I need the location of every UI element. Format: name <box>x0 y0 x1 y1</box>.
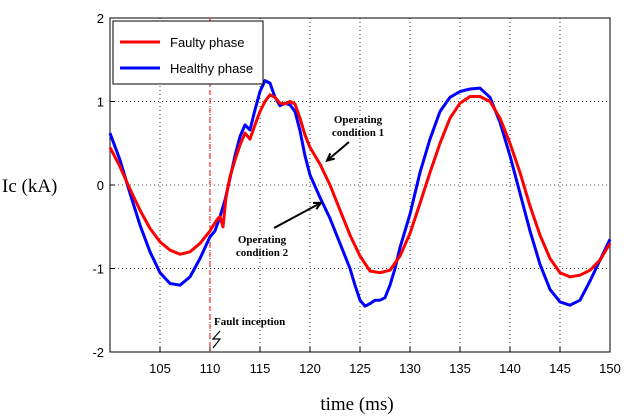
legend-label: Faulty phase <box>170 35 244 50</box>
annotation-text: Operating <box>238 234 287 246</box>
legend: Faulty phase Healthy phase <box>112 20 264 85</box>
series-line-healthy-phase <box>108 79 612 308</box>
x-tick-label: 125 <box>349 361 371 376</box>
annotation-text: condition 2 <box>236 247 289 259</box>
x-axis-label: time (ms) <box>320 394 393 415</box>
annotation-text: Fault inception <box>214 316 285 328</box>
y-tick-label: 1 <box>97 95 104 110</box>
grid <box>110 18 610 352</box>
annotation-arrowhead <box>312 201 324 210</box>
x-tick-label: 115 <box>250 361 271 376</box>
legend-box <box>112 20 264 85</box>
x-tick-label: 140 <box>499 361 521 376</box>
legend-label: Healthy phase <box>170 61 253 76</box>
annotation-arrow <box>326 141 350 162</box>
series-group <box>108 79 612 308</box>
lightning-icon <box>211 330 222 349</box>
x-axis: 105 110 115 120 125 130 135 140 145 150 <box>149 347 621 376</box>
annotation-text: condition 1 <box>332 127 384 139</box>
y-axis-label: Ic (kA) <box>2 176 57 197</box>
y-tick-label: -2 <box>92 345 104 360</box>
x-tick-label: 120 <box>299 361 321 376</box>
x-tick-label: 145 <box>549 361 571 376</box>
y-tick-label: 0 <box>97 178 104 193</box>
y-tick-label: 2 <box>97 11 104 26</box>
annotation-text: Operating <box>334 114 383 126</box>
x-tick-label: 150 <box>599 361 621 376</box>
annotation-arrowhead <box>325 152 335 163</box>
annotation-arrow <box>273 201 322 229</box>
series-line-faulty-phase <box>108 93 612 279</box>
y-tick-label: -1 <box>92 262 104 277</box>
y-axis: -2 -1 0 1 2 <box>92 11 115 360</box>
x-tick-label: 110 <box>200 361 221 376</box>
x-tick-label: 135 <box>449 361 471 376</box>
x-tick-label: 105 <box>149 361 171 376</box>
x-tick-label: 130 <box>399 361 421 376</box>
